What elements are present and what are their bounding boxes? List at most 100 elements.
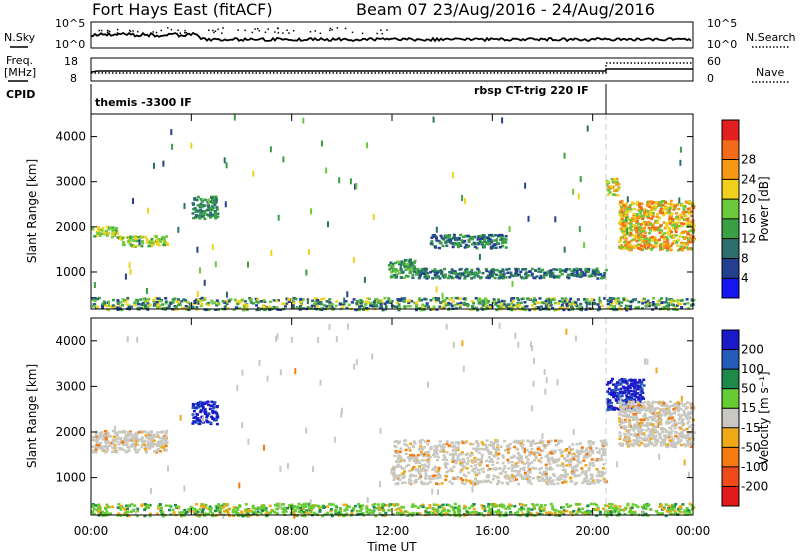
echo-cell [389, 261, 393, 264]
echo-cell [448, 234, 452, 237]
echo-cell [584, 308, 588, 311]
echo-cell [598, 510, 602, 514]
echo-cell [137, 448, 141, 452]
echo-cell [552, 452, 556, 455]
echo-cell [488, 508, 492, 511]
echo-cell [143, 514, 147, 518]
echo-cell [445, 297, 449, 300]
echo-cell [142, 297, 146, 301]
echo-cell [147, 207, 150, 214]
echo-cell [191, 422, 195, 425]
echo-cell [435, 445, 439, 448]
echo-cell [673, 512, 677, 515]
echo-cell [582, 272, 586, 276]
echo-cell [376, 503, 380, 506]
echo-cell [491, 463, 495, 467]
search-noise-dot [376, 32, 378, 35]
echo-cell [532, 505, 536, 508]
echo-cell [203, 209, 207, 213]
echo-cell [593, 502, 597, 506]
echo-cell [526, 297, 530, 301]
echo-cell [570, 472, 574, 476]
echo-cell [638, 206, 642, 209]
echo-cell [466, 460, 470, 463]
echo-cell [596, 508, 600, 512]
echo-cell [544, 463, 548, 467]
echo-cell [442, 509, 446, 512]
echo-cell [438, 305, 442, 308]
echo-cell [165, 242, 169, 245]
echo-cell [116, 302, 120, 305]
echo-cell [575, 512, 579, 516]
echo-cell [575, 451, 579, 454]
echo-cell [422, 268, 426, 271]
echo-cell [338, 507, 342, 510]
echo-cell [149, 437, 153, 440]
echo-cell [421, 303, 425, 307]
echo-cell [215, 415, 219, 418]
echo-cell [681, 210, 685, 214]
echo-cell [119, 504, 123, 508]
echo-cell [616, 388, 620, 391]
echo-cell [658, 210, 662, 213]
echo-cell [445, 440, 449, 443]
echo-cell [603, 512, 607, 515]
echo-cell [494, 246, 498, 249]
echo-cell [658, 203, 662, 206]
echo-cell [584, 269, 588, 272]
echo-cell [516, 302, 520, 305]
echo-cell [107, 232, 111, 235]
echo-cell [248, 297, 252, 300]
echo-cell [118, 506, 122, 509]
echo-cell [347, 505, 351, 509]
echo-cell [127, 240, 130, 243]
echo-cell [405, 274, 408, 278]
echo-cell [412, 261, 416, 264]
echo-cell [256, 506, 260, 509]
echo-cell [374, 514, 378, 518]
echo-cell [639, 212, 643, 215]
echo-cell [162, 445, 165, 448]
echo-cell [530, 274, 534, 277]
echo-cell [618, 505, 622, 508]
echo-cell [459, 461, 463, 465]
echo-cell [470, 453, 474, 456]
echo-cell [490, 444, 494, 447]
echo-cell [451, 441, 455, 445]
echo-cell [161, 515, 165, 518]
echo-cell [393, 454, 397, 458]
echo-cell [626, 218, 630, 221]
echo-cell [570, 511, 574, 514]
echo-cell [199, 208, 203, 212]
echo-cell [411, 511, 415, 515]
search-noise-dot [184, 32, 186, 34]
echo-cell [156, 297, 160, 300]
search-label: N.Search [746, 31, 796, 44]
echo-cell [163, 440, 167, 443]
echo-cell [544, 299, 548, 303]
echo-cell [591, 479, 595, 482]
echo-cell [117, 443, 121, 446]
echo-cell [495, 273, 499, 276]
echo-cell [609, 300, 613, 303]
echo-cell [315, 513, 318, 516]
echo-cell [500, 472, 504, 475]
echo-cell [437, 472, 440, 476]
echo-cell [690, 222, 694, 226]
echo-cell [633, 234, 637, 237]
echo-cell [568, 303, 572, 306]
echo-cell [540, 456, 543, 460]
echo-cell [445, 471, 449, 474]
echo-cell [634, 235, 637, 239]
echo-cell [561, 481, 565, 484]
echo-cell [103, 304, 107, 307]
echo-cell [395, 301, 399, 304]
echo-cell [391, 503, 395, 506]
echo-cell [139, 303, 143, 306]
echo-cell [437, 469, 441, 472]
echo-cell [98, 234, 102, 237]
echo-cell [434, 246, 438, 249]
echo-cell [431, 468, 435, 471]
echo-cell [621, 213, 625, 216]
echo-cell [574, 274, 578, 277]
